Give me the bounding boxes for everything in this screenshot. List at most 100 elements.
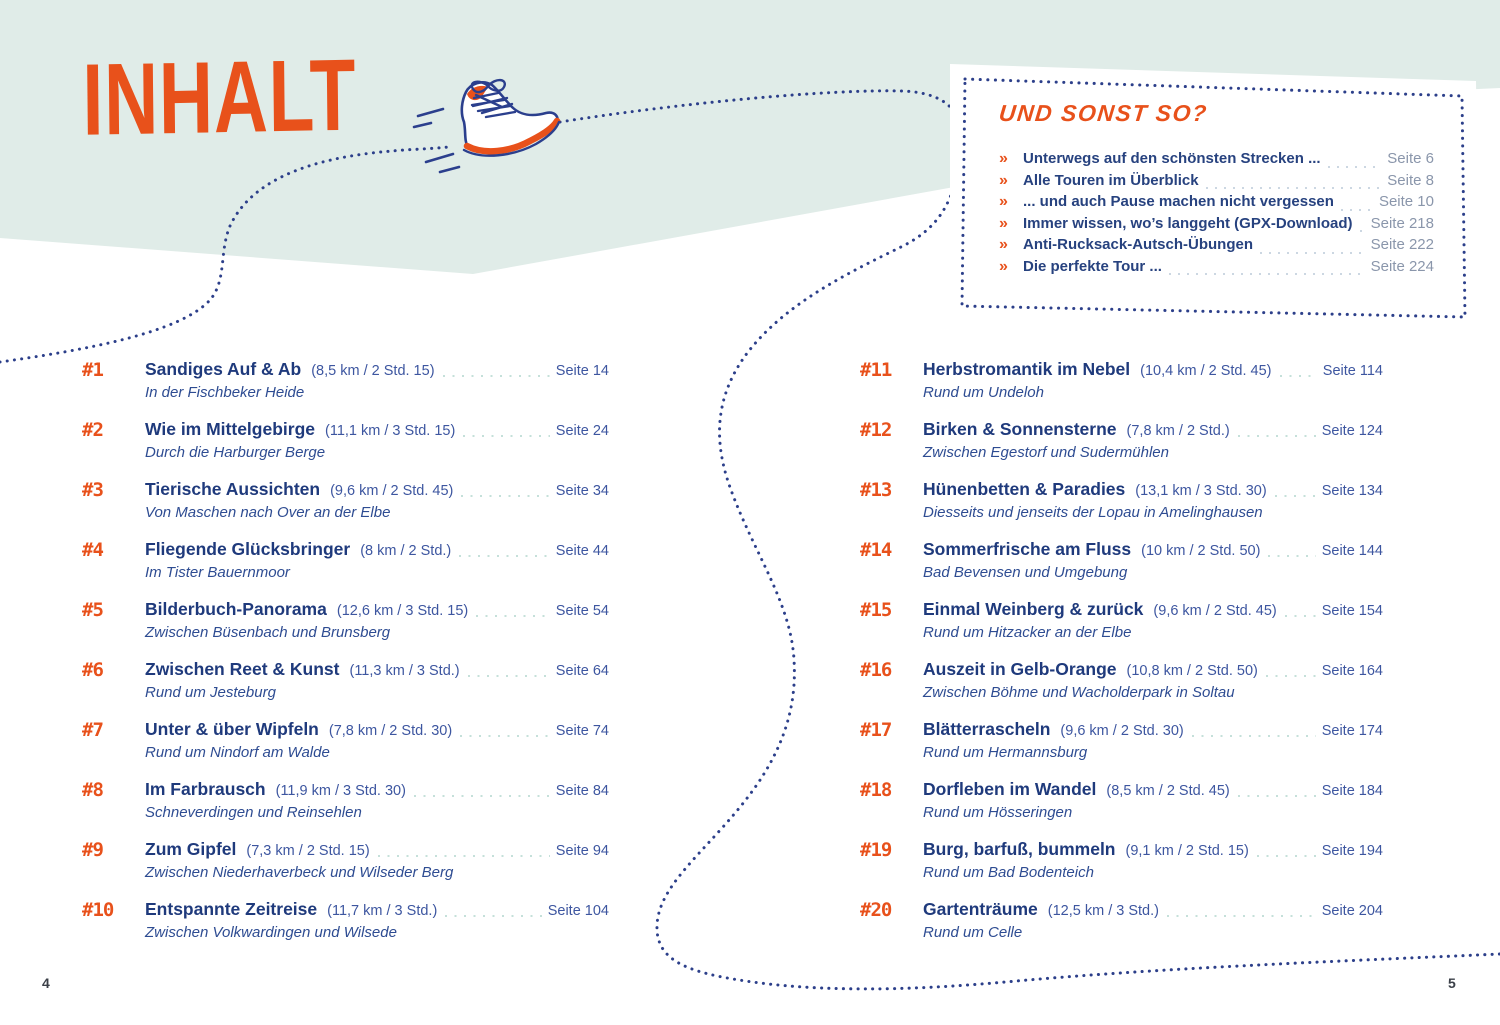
- sonst-item: » Immer wissen, wo’s langgeht (GPX-Downl…: [999, 215, 1434, 237]
- sonst-item: » Alle Touren im Überblick Seite 8: [999, 172, 1434, 194]
- tour-entry-line: Zum Gipfel (7,3 km / 2 Std. 15) Seite 94: [145, 838, 609, 862]
- tour-page-ref: Seite 24: [555, 423, 609, 439]
- tour-entry-body: Unter & über Wipfeln (7,8 km / 2 Std. 30…: [145, 718, 609, 778]
- tour-entry-line: Birken & Sonnensterne (7,8 km / 2 Std.) …: [923, 418, 1383, 442]
- tour-entry-body: Zum Gipfel (7,3 km / 2 Std. 15) Seite 94…: [145, 838, 609, 898]
- tour-page-ref: Seite 14: [555, 363, 609, 379]
- sonst-box: UND SONST SO? » Unterwegs auf den schöns…: [965, 70, 1462, 310]
- tour-entry-line: Burg, barfuß, bummeln (9,1 km / 2 Std. 1…: [923, 838, 1383, 862]
- tour-entry-line: Im Farbrausch (11,9 km / 3 Std. 30) Seit…: [145, 778, 609, 802]
- toc-entry: #13 Hünenbetten & Paradies (13,1 km / 3 …: [860, 478, 1383, 538]
- tour-subtitle: Zwischen Egestorf und Sudermühlen: [923, 444, 1169, 461]
- tour-entry-body: Hünenbetten & Paradies (13,1 km / 3 Std.…: [923, 478, 1383, 538]
- tour-title: Dorfleben im Wandel: [923, 779, 1097, 799]
- tour-entry-body: Gartenträume (12,5 km / 3 Std.) Seite 20…: [923, 898, 1383, 958]
- tour-number: #12: [860, 419, 892, 441]
- toc-column-right: #11 Herbstromantik im Nebel (10,4 km / 2…: [860, 358, 1383, 958]
- tour-page-ref: Seite 84: [555, 783, 609, 799]
- tour-distance-duration: (11,3 km / 3 Std.): [349, 663, 460, 679]
- toc-entry: #16 Auszeit in Gelb-Orange (10,8 km / 2 …: [860, 658, 1383, 718]
- tour-page-ref: Seite 114: [1322, 363, 1383, 379]
- toc-entry: #6 Zwischen Reet & Kunst (11,3 km / 3 St…: [82, 658, 609, 718]
- tour-entry-body: Blätterrascheln (9,6 km / 2 Std. 30) Sei…: [923, 718, 1383, 778]
- tour-distance-duration: (12,5 km / 3 Std.): [1047, 903, 1159, 919]
- tour-page-ref: Seite 104: [547, 903, 609, 919]
- dotted-leader: [1268, 555, 1316, 557]
- tour-subtitle: Zwischen Niederhaverbeck und Wilseder Be…: [145, 864, 454, 881]
- tour-subtitle: In der Fischbeker Heide: [145, 384, 305, 401]
- tour-entry-line: Hünenbetten & Paradies (13,1 km / 3 Std.…: [923, 478, 1383, 502]
- tour-number: #3: [82, 479, 104, 501]
- tour-page-ref: Seite 124: [1321, 423, 1383, 439]
- tour-number: #5: [82, 599, 104, 621]
- dotted-leader: [1256, 855, 1316, 857]
- tour-page-ref: Seite 144: [1321, 543, 1383, 559]
- tour-entry-body: Herbstromantik im Nebel (10,4 km / 2 Std…: [923, 358, 1383, 418]
- tour-entry-line: Fliegende Glücksbringer (8 km / 2 Std.) …: [145, 538, 609, 562]
- chevron-right-icon: »: [999, 257, 1008, 275]
- tour-number: #1: [82, 359, 104, 381]
- tour-page-ref: Seite 164: [1321, 663, 1383, 679]
- tour-number: #19: [860, 839, 892, 861]
- tour-subtitle: Von Maschen nach Over an der Elbe: [145, 504, 391, 521]
- tour-title: Tierische Aussichten: [145, 479, 321, 499]
- tour-page-ref: Seite 194: [1321, 843, 1383, 859]
- toc-entry: #19 Burg, barfuß, bummeln (9,1 km / 2 St…: [860, 838, 1383, 898]
- sonst-item-label: Alle Touren im Überblick: [1023, 171, 1199, 189]
- tour-page-ref: Seite 154: [1321, 603, 1383, 619]
- tour-entry-body: Sommerfrische am Fluss (10 km / 2 Std. 5…: [923, 538, 1383, 598]
- sonst-item: » Die perfekte Tour ... Seite 224: [999, 258, 1434, 280]
- tour-distance-duration: (9,1 km / 2 Std. 15): [1125, 843, 1249, 859]
- dotted-leader: [377, 855, 550, 857]
- page-title: INHALT: [81, 38, 357, 158]
- tour-number: #11: [860, 359, 892, 381]
- tour-distance-duration: (10,8 km / 2 Std. 50): [1126, 663, 1258, 679]
- toc-entry: #20 Gartenträume (12,5 km / 3 Std.) Seit…: [860, 898, 1383, 958]
- sonst-item: » ... und auch Pause machen nicht verges…: [999, 193, 1434, 215]
- tour-page-ref: Seite 74: [555, 723, 609, 739]
- sonst-item-label: Immer wissen, wo’s langgeht (GPX-Downloa…: [1023, 214, 1353, 232]
- tour-entry-line: Herbstromantik im Nebel (10,4 km / 2 Std…: [923, 358, 1383, 382]
- mint-background-shape: [0, 0, 1500, 274]
- tour-number: #14: [860, 539, 892, 561]
- dotted-leader: [1327, 165, 1381, 168]
- tour-distance-duration: (8,5 km / 2 Std. 45): [1106, 783, 1230, 799]
- dotted-leader: [463, 435, 550, 437]
- sonst-item-label: Anti-Rucksack-Autsch-Übungen: [1023, 236, 1254, 253]
- tour-subtitle: Durch die Harburger Berge: [145, 444, 326, 461]
- dotted-leader: [1191, 735, 1316, 737]
- tour-distance-duration: (9,6 km / 2 Std. 45): [1153, 603, 1277, 619]
- dotted-leader: [1237, 795, 1316, 797]
- tour-distance-duration: (8,5 km / 2 Std. 15): [311, 363, 435, 379]
- sonst-item-label: Die perfekte Tour ...: [1023, 257, 1162, 275]
- dotted-leader: [1237, 435, 1316, 437]
- page-number-right: 5: [1448, 975, 1456, 991]
- tour-page-ref: Seite 44: [555, 543, 609, 559]
- dotted-leader: [1284, 615, 1316, 617]
- sonst-box-title: UND SONST SO?: [997, 100, 1210, 126]
- tour-title: Burg, barfuß, bummeln: [923, 839, 1116, 859]
- dotted-leader: [1279, 375, 1317, 377]
- toc-entry: #11 Herbstromantik im Nebel (10,4 km / 2…: [860, 358, 1383, 418]
- tour-distance-duration: (11,1 km / 3 Std. 15): [325, 423, 456, 439]
- chevron-right-icon: »: [999, 214, 1008, 232]
- tour-entry-line: Sommerfrische am Fluss (10 km / 2 Std. 5…: [923, 538, 1383, 562]
- chevron-right-icon: »: [999, 193, 1008, 210]
- tour-page-ref: Seite 204: [1321, 903, 1383, 919]
- tour-number: #6: [82, 659, 104, 681]
- tour-entry-line: Tierische Aussichten (9,6 km / 2 Std. 45…: [145, 478, 609, 502]
- tour-subtitle: Zwischen Böhme und Wacholderpark in Solt…: [923, 684, 1235, 701]
- tour-title: Gartenträume: [923, 899, 1038, 919]
- toc-entry: #14 Sommerfrische am Fluss (10 km / 2 St…: [860, 538, 1383, 598]
- tour-number: #15: [860, 599, 892, 621]
- tour-page-ref: Seite 54: [555, 603, 609, 619]
- tour-number: #4: [82, 539, 104, 561]
- sonst-item-label: Unterwegs auf den schönsten Strecken ...: [1023, 150, 1321, 167]
- dotted-leader: [459, 555, 550, 557]
- tour-number: #17: [860, 719, 892, 741]
- toc-entry: #1 Sandiges Auf & Ab (8,5 km / 2 Std. 15…: [82, 358, 609, 418]
- tour-title: Wie im Mittelgebirge: [145, 419, 316, 439]
- tour-subtitle: Diesseits und jenseits der Lopau in Amel…: [923, 504, 1263, 521]
